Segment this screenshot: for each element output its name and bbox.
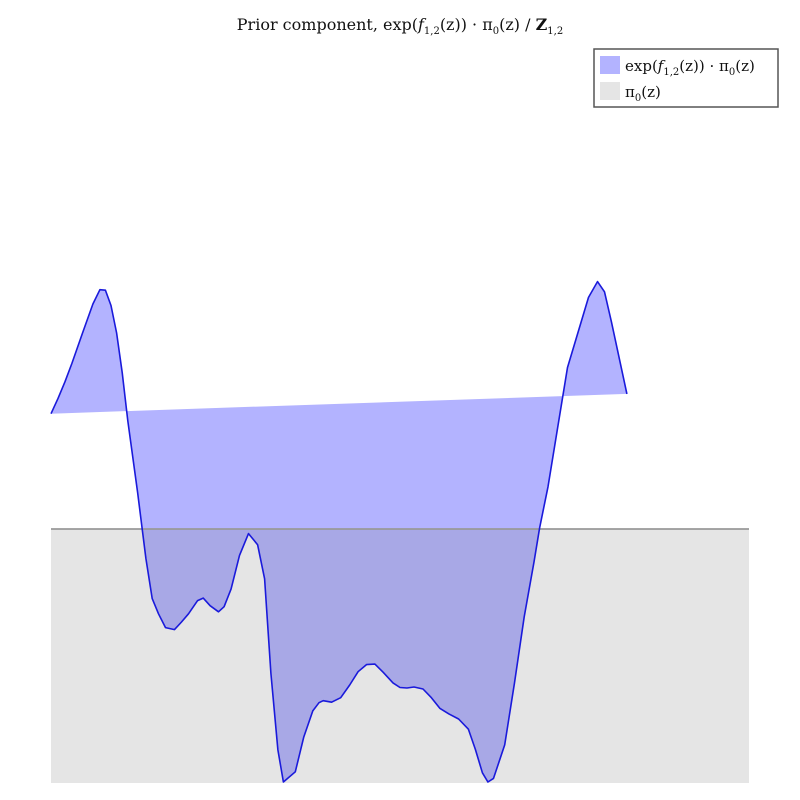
posterior-line	[50, 280, 628, 783]
chart-title: Prior component, exp(f1,2(z)) · π0(z) / …	[237, 15, 563, 37]
legend: exp(f1,2(z)) · π0(z) π0(z)	[593, 48, 779, 108]
legend-label-prior: π0(z)	[625, 83, 661, 104]
legend-box	[593, 48, 779, 108]
legend-swatch-prior	[600, 82, 620, 100]
legend-label-posterior: exp(f1,2(z)) · π0(z)	[625, 57, 755, 78]
plot-area	[50, 280, 749, 783]
legend-swatch-posterior	[600, 56, 620, 74]
